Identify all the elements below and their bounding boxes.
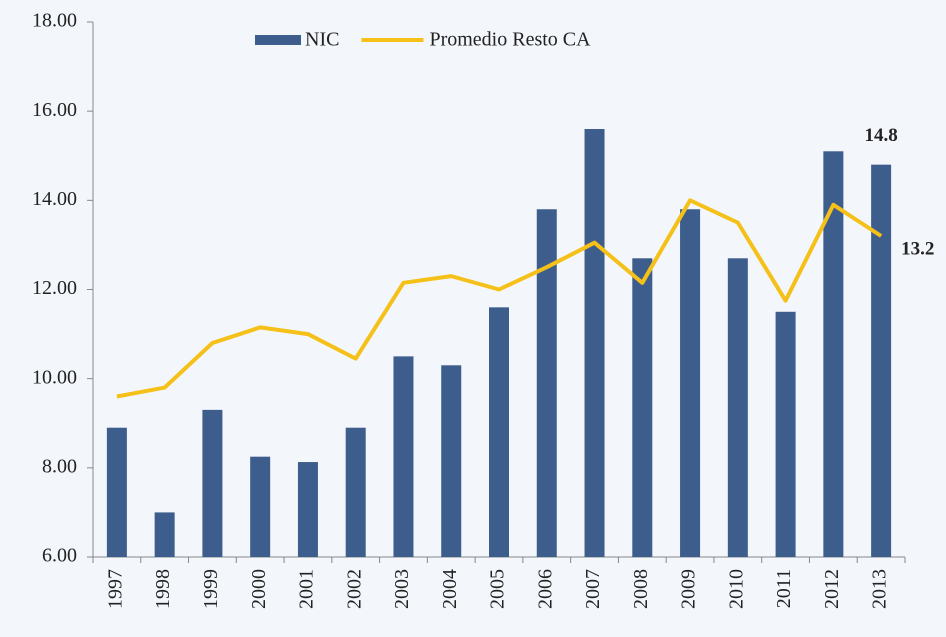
y-tick-label: 12.00 [32, 277, 77, 299]
bar [489, 307, 509, 557]
bar [727, 258, 748, 557]
bar [297, 462, 318, 557]
bar [632, 258, 653, 557]
legend-label: NIC [305, 29, 339, 51]
bar [154, 512, 175, 557]
x-tick-label: 1998 [152, 569, 174, 609]
x-tick-label: 2007 [582, 569, 604, 609]
x-tick-label: 2008 [630, 569, 652, 609]
bar [536, 209, 557, 557]
bar [584, 129, 605, 557]
x-tick-label: 1999 [200, 569, 222, 609]
x-tick-label: 2001 [296, 569, 318, 609]
x-tick-label: 2012 [821, 569, 843, 609]
x-tick-label: 2002 [343, 569, 365, 609]
x-tick-label: 2003 [391, 569, 413, 609]
bar [393, 356, 414, 557]
x-tick-label: 2009 [678, 569, 700, 609]
bar [823, 151, 844, 557]
y-tick-label: 8.00 [42, 455, 77, 477]
bar [106, 427, 127, 557]
bar [250, 456, 271, 557]
legend-swatch [255, 35, 301, 45]
bar [202, 409, 223, 557]
bar [441, 365, 462, 557]
y-tick-label: 14.00 [32, 188, 77, 210]
x-tick-label: 2005 [487, 569, 509, 609]
legend-label: Promedio Resto CA [429, 29, 591, 51]
x-tick-label: 2013 [869, 569, 891, 609]
x-tick-label: 2004 [439, 569, 461, 609]
x-tick-label: 1997 [104, 569, 126, 609]
y-tick-label: 18.00 [32, 10, 77, 32]
y-tick-label: 16.00 [32, 99, 77, 121]
data-label: 14.8 [864, 125, 897, 146]
bar [680, 209, 701, 557]
y-tick-label: 10.00 [32, 366, 77, 388]
bar [775, 311, 796, 557]
x-tick-label: 2010 [725, 569, 747, 609]
y-tick-label: 6.00 [42, 545, 77, 567]
data-label: 13.2 [901, 238, 934, 259]
bar [871, 164, 892, 557]
line [116, 198, 883, 399]
bar [345, 427, 366, 557]
x-tick-label: 2000 [248, 569, 270, 609]
x-tick-label: 2011 [773, 569, 795, 608]
x-tick-label: 2006 [534, 569, 556, 609]
